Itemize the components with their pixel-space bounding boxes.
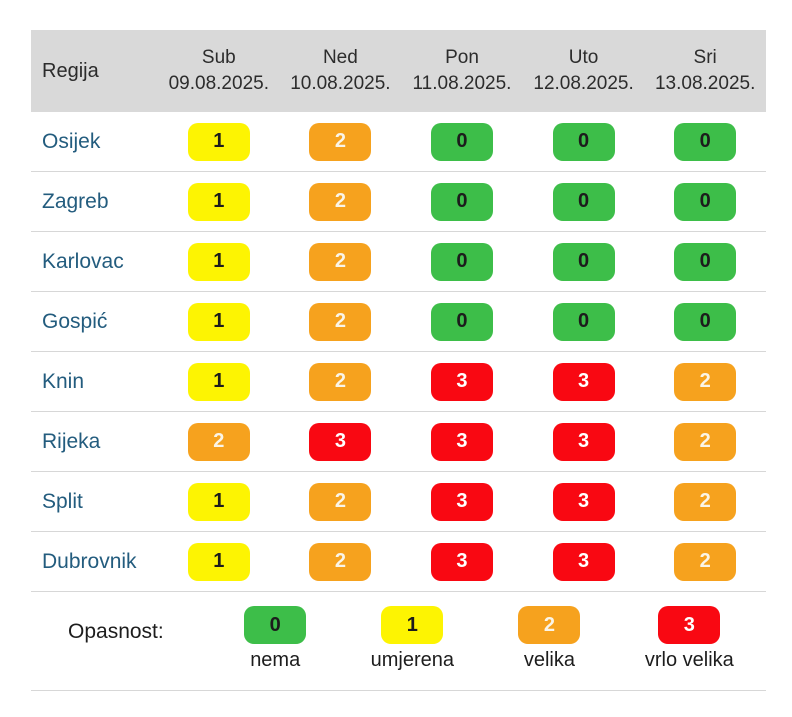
region-label: Dubrovnik bbox=[42, 549, 137, 573]
table-row-zagreb: Zagreb 1 2 0 0 0 bbox=[31, 172, 766, 232]
risk-badge: 3 bbox=[430, 542, 493, 581]
legend-items: 0 nema 1 umjerena 2 velika 3 vrlo velika bbox=[212, 606, 766, 672]
legend-item-nema: 0 nema bbox=[244, 606, 307, 672]
risk-badge: 3 bbox=[552, 542, 615, 581]
risk-badge: 0 bbox=[674, 242, 737, 281]
column-header-sub: Sub 09.08.2025. bbox=[158, 45, 280, 97]
risk-badge: 3 bbox=[430, 422, 493, 461]
risk-badge: 0 bbox=[430, 182, 493, 221]
risk-badge: 2 bbox=[309, 122, 372, 161]
legend-badge: 0 bbox=[244, 606, 307, 644]
risk-badge: 2 bbox=[309, 242, 372, 281]
legend-item-label: velika bbox=[523, 649, 575, 671]
risk-badge: 0 bbox=[552, 242, 615, 281]
legend-item-umjerena: 1 umjerena bbox=[371, 606, 454, 672]
risk-badge: 0 bbox=[552, 182, 615, 221]
risk-badge: 3 bbox=[552, 362, 615, 401]
region-label: Osijek bbox=[42, 129, 101, 153]
column-header-ned: Ned 10.08.2025. bbox=[280, 45, 402, 97]
table-header-row: Regija Sub 09.08.2025. Ned 10.08.2025. P… bbox=[31, 30, 766, 112]
region-label: Karlovac bbox=[42, 249, 124, 273]
day-date: 13.08.2025. bbox=[654, 73, 756, 94]
risk-badge: 1 bbox=[187, 122, 250, 161]
table-row-rijeka: Rijeka 2 3 3 3 2 bbox=[31, 412, 766, 472]
risk-badge: 1 bbox=[187, 542, 250, 581]
legend: Opasnost: 0 nema 1 umjerena 2 velika 3 v… bbox=[31, 592, 766, 691]
region-column-header: Regija bbox=[42, 59, 99, 82]
risk-badge: 2 bbox=[309, 302, 372, 341]
legend-badge: 2 bbox=[518, 606, 581, 644]
legend-title: Opasnost: bbox=[68, 620, 164, 643]
region-label: Zagreb bbox=[42, 189, 109, 213]
table-row-osijek: Osijek 1 2 0 0 0 bbox=[31, 112, 766, 172]
legend-item-velika: 2 velika bbox=[518, 606, 581, 672]
day-name: Pon bbox=[445, 47, 479, 68]
risk-badge: 2 bbox=[187, 422, 250, 461]
risk-badge: 0 bbox=[674, 122, 737, 161]
column-header-pon: Pon 11.08.2025. bbox=[401, 45, 523, 97]
risk-badge: 1 bbox=[187, 182, 250, 221]
column-header-sri: Sri 13.08.2025. bbox=[644, 45, 766, 97]
risk-badge: 2 bbox=[309, 542, 372, 581]
risk-badge: 2 bbox=[309, 362, 372, 401]
legend-item-label: vrlo velika bbox=[644, 649, 734, 671]
region-label: Knin bbox=[42, 369, 85, 393]
day-date: 09.08.2025. bbox=[168, 73, 269, 94]
day-name: Uto bbox=[568, 47, 599, 68]
table-row-gospic: Gospić 1 2 0 0 0 bbox=[31, 292, 766, 352]
column-header-uto: Uto 12.08.2025. bbox=[523, 45, 645, 97]
risk-badge: 2 bbox=[674, 422, 737, 461]
danger-table: Regija Sub 09.08.2025. Ned 10.08.2025. P… bbox=[31, 30, 766, 691]
day-date: 11.08.2025. bbox=[412, 73, 512, 94]
risk-badge: 2 bbox=[674, 542, 737, 581]
legend-item-label: umjerena bbox=[370, 649, 455, 671]
day-name: Sub bbox=[201, 47, 236, 68]
risk-badge: 2 bbox=[309, 182, 372, 221]
risk-badge: 3 bbox=[309, 422, 372, 461]
region-label: Gospić bbox=[42, 309, 108, 333]
table-row-karlovac: Karlovac 1 2 0 0 0 bbox=[31, 232, 766, 292]
table-row-dubrovnik: Dubrovnik 1 2 3 3 2 bbox=[31, 532, 766, 592]
risk-badge: 0 bbox=[430, 242, 493, 281]
risk-badge: 3 bbox=[552, 422, 615, 461]
legend-badge: 3 bbox=[658, 606, 721, 644]
legend-item-vrlo-velika: 3 vrlo velika bbox=[645, 606, 734, 672]
risk-badge: 1 bbox=[187, 362, 250, 401]
risk-badge: 0 bbox=[674, 302, 737, 341]
risk-badge: 1 bbox=[187, 242, 250, 281]
risk-badge: 2 bbox=[674, 362, 737, 401]
day-date: 10.08.2025. bbox=[290, 73, 391, 94]
risk-badge: 0 bbox=[674, 182, 737, 221]
region-label: Rijeka bbox=[42, 429, 101, 453]
risk-badge: 0 bbox=[552, 122, 615, 161]
region-label: Split bbox=[42, 489, 83, 513]
risk-badge: 1 bbox=[187, 302, 250, 341]
risk-badge: 3 bbox=[430, 482, 493, 521]
risk-badge: 3 bbox=[430, 362, 493, 401]
legend-item-label: nema bbox=[250, 649, 301, 671]
table-row-knin: Knin 1 2 3 3 2 bbox=[31, 352, 766, 412]
risk-badge: 1 bbox=[187, 482, 250, 521]
risk-badge: 0 bbox=[552, 302, 615, 341]
risk-badge: 0 bbox=[430, 122, 493, 161]
risk-badge: 0 bbox=[430, 302, 493, 341]
legend-badge: 1 bbox=[381, 606, 444, 644]
risk-badge: 3 bbox=[552, 482, 615, 521]
day-date: 12.08.2025. bbox=[533, 73, 634, 94]
risk-badge: 2 bbox=[309, 482, 372, 521]
table-row-split: Split 1 2 3 3 2 bbox=[31, 472, 766, 532]
day-name: Ned bbox=[322, 47, 358, 68]
risk-badge: 2 bbox=[674, 482, 737, 521]
day-name: Sri bbox=[693, 47, 717, 68]
